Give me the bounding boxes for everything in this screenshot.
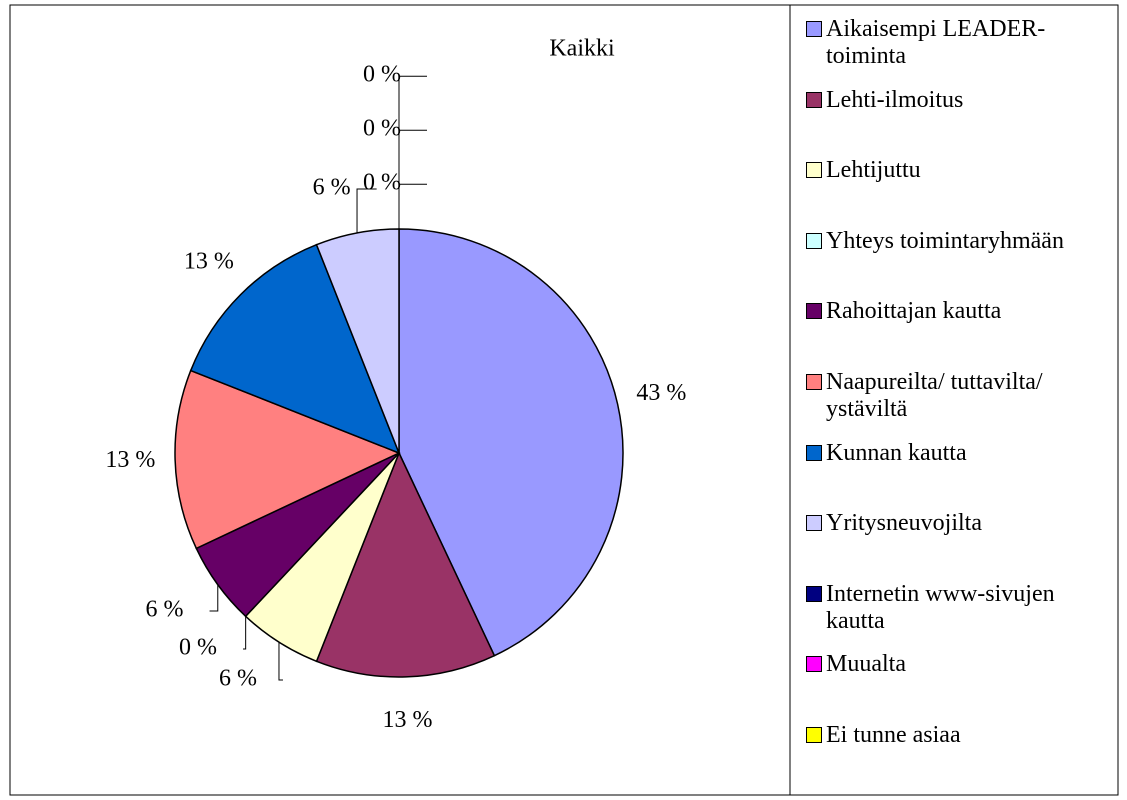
legend-entry: Kunnan kautta xyxy=(803,440,1108,467)
data-label: 0 % xyxy=(363,170,401,196)
legend-entry: Yhteys toimintaryhmään xyxy=(803,228,1108,255)
legend-swatch xyxy=(806,303,822,320)
legend-swatch xyxy=(806,515,822,532)
legend-label: Aikaisempi LEADER-toiminta xyxy=(826,16,1046,69)
legend-label: Yhteys toimintaryhmään xyxy=(826,227,1064,254)
legend-label: Lehti-ilmoitus xyxy=(826,86,964,113)
legend-label: Ei tunne asiaa xyxy=(826,722,961,748)
pie-slice xyxy=(315,451,496,678)
pie-slice xyxy=(315,228,400,454)
pie-slice xyxy=(398,228,624,657)
legend-entry: Rahoittajan kautta xyxy=(803,298,1108,325)
legend-label: Internetin www-sivujen kautta xyxy=(826,580,1055,634)
legend-entry: Naapureilta/ tuttavilta/ ystäviltä xyxy=(803,369,1108,423)
leader-line xyxy=(278,642,283,681)
legend-entry: Muualta xyxy=(803,651,1108,678)
leader-line xyxy=(242,616,247,650)
legend-swatch xyxy=(806,727,822,743)
data-label: 13 % xyxy=(184,248,234,274)
legend-label: Naapureilta/ tuttavilta/ ystäviltä xyxy=(826,369,1043,422)
legend-label: Muualta xyxy=(826,651,906,678)
legend-swatch xyxy=(806,585,822,602)
legend-entry: Internetin www-sivujen kautta xyxy=(803,581,1108,635)
data-label: 0 % xyxy=(179,634,217,660)
legend-swatch xyxy=(806,91,822,108)
legend-swatch xyxy=(806,656,822,673)
legend-label: Rahoittajan kautta xyxy=(826,298,1002,325)
legend-label: Kunnan kautta xyxy=(826,439,967,466)
leader-line xyxy=(356,188,377,233)
pie-slice xyxy=(189,243,401,455)
legend-swatch xyxy=(806,162,822,179)
data-label: 6 % xyxy=(219,665,257,691)
leader-line xyxy=(209,584,219,612)
legend-swatch xyxy=(806,21,822,37)
legend-entry: Lehtijuttu xyxy=(803,157,1108,184)
data-label: 6 % xyxy=(313,174,351,200)
leader-line xyxy=(398,75,427,229)
legend-label: Yritysneuvojilta xyxy=(826,510,982,537)
legend-swatch xyxy=(806,374,822,390)
leader-line xyxy=(398,129,427,229)
legend-entry: Ei tunne asiaa xyxy=(803,722,1108,749)
data-label: 6 % xyxy=(146,596,184,622)
pie-slice xyxy=(174,369,401,550)
data-label: 43 % xyxy=(636,380,686,406)
legend-label: Lehtijuttu xyxy=(826,157,921,184)
legend-entry: Aikaisempi LEADER-toiminta xyxy=(803,16,1108,70)
legend-entry: Lehti-ilmoitus xyxy=(803,87,1108,114)
data-label: 0 % xyxy=(363,62,401,88)
chart-title: Kaikki xyxy=(549,36,615,62)
legend-swatch xyxy=(806,444,822,461)
data-label: 13 % xyxy=(382,707,432,733)
legend-entry: Yritysneuvojilta xyxy=(803,510,1108,537)
legend-swatch xyxy=(806,232,822,249)
legend-frame xyxy=(789,4,1119,796)
data-label: 13 % xyxy=(105,447,155,473)
data-label: 0 % xyxy=(363,116,401,142)
leader-line xyxy=(398,183,427,229)
